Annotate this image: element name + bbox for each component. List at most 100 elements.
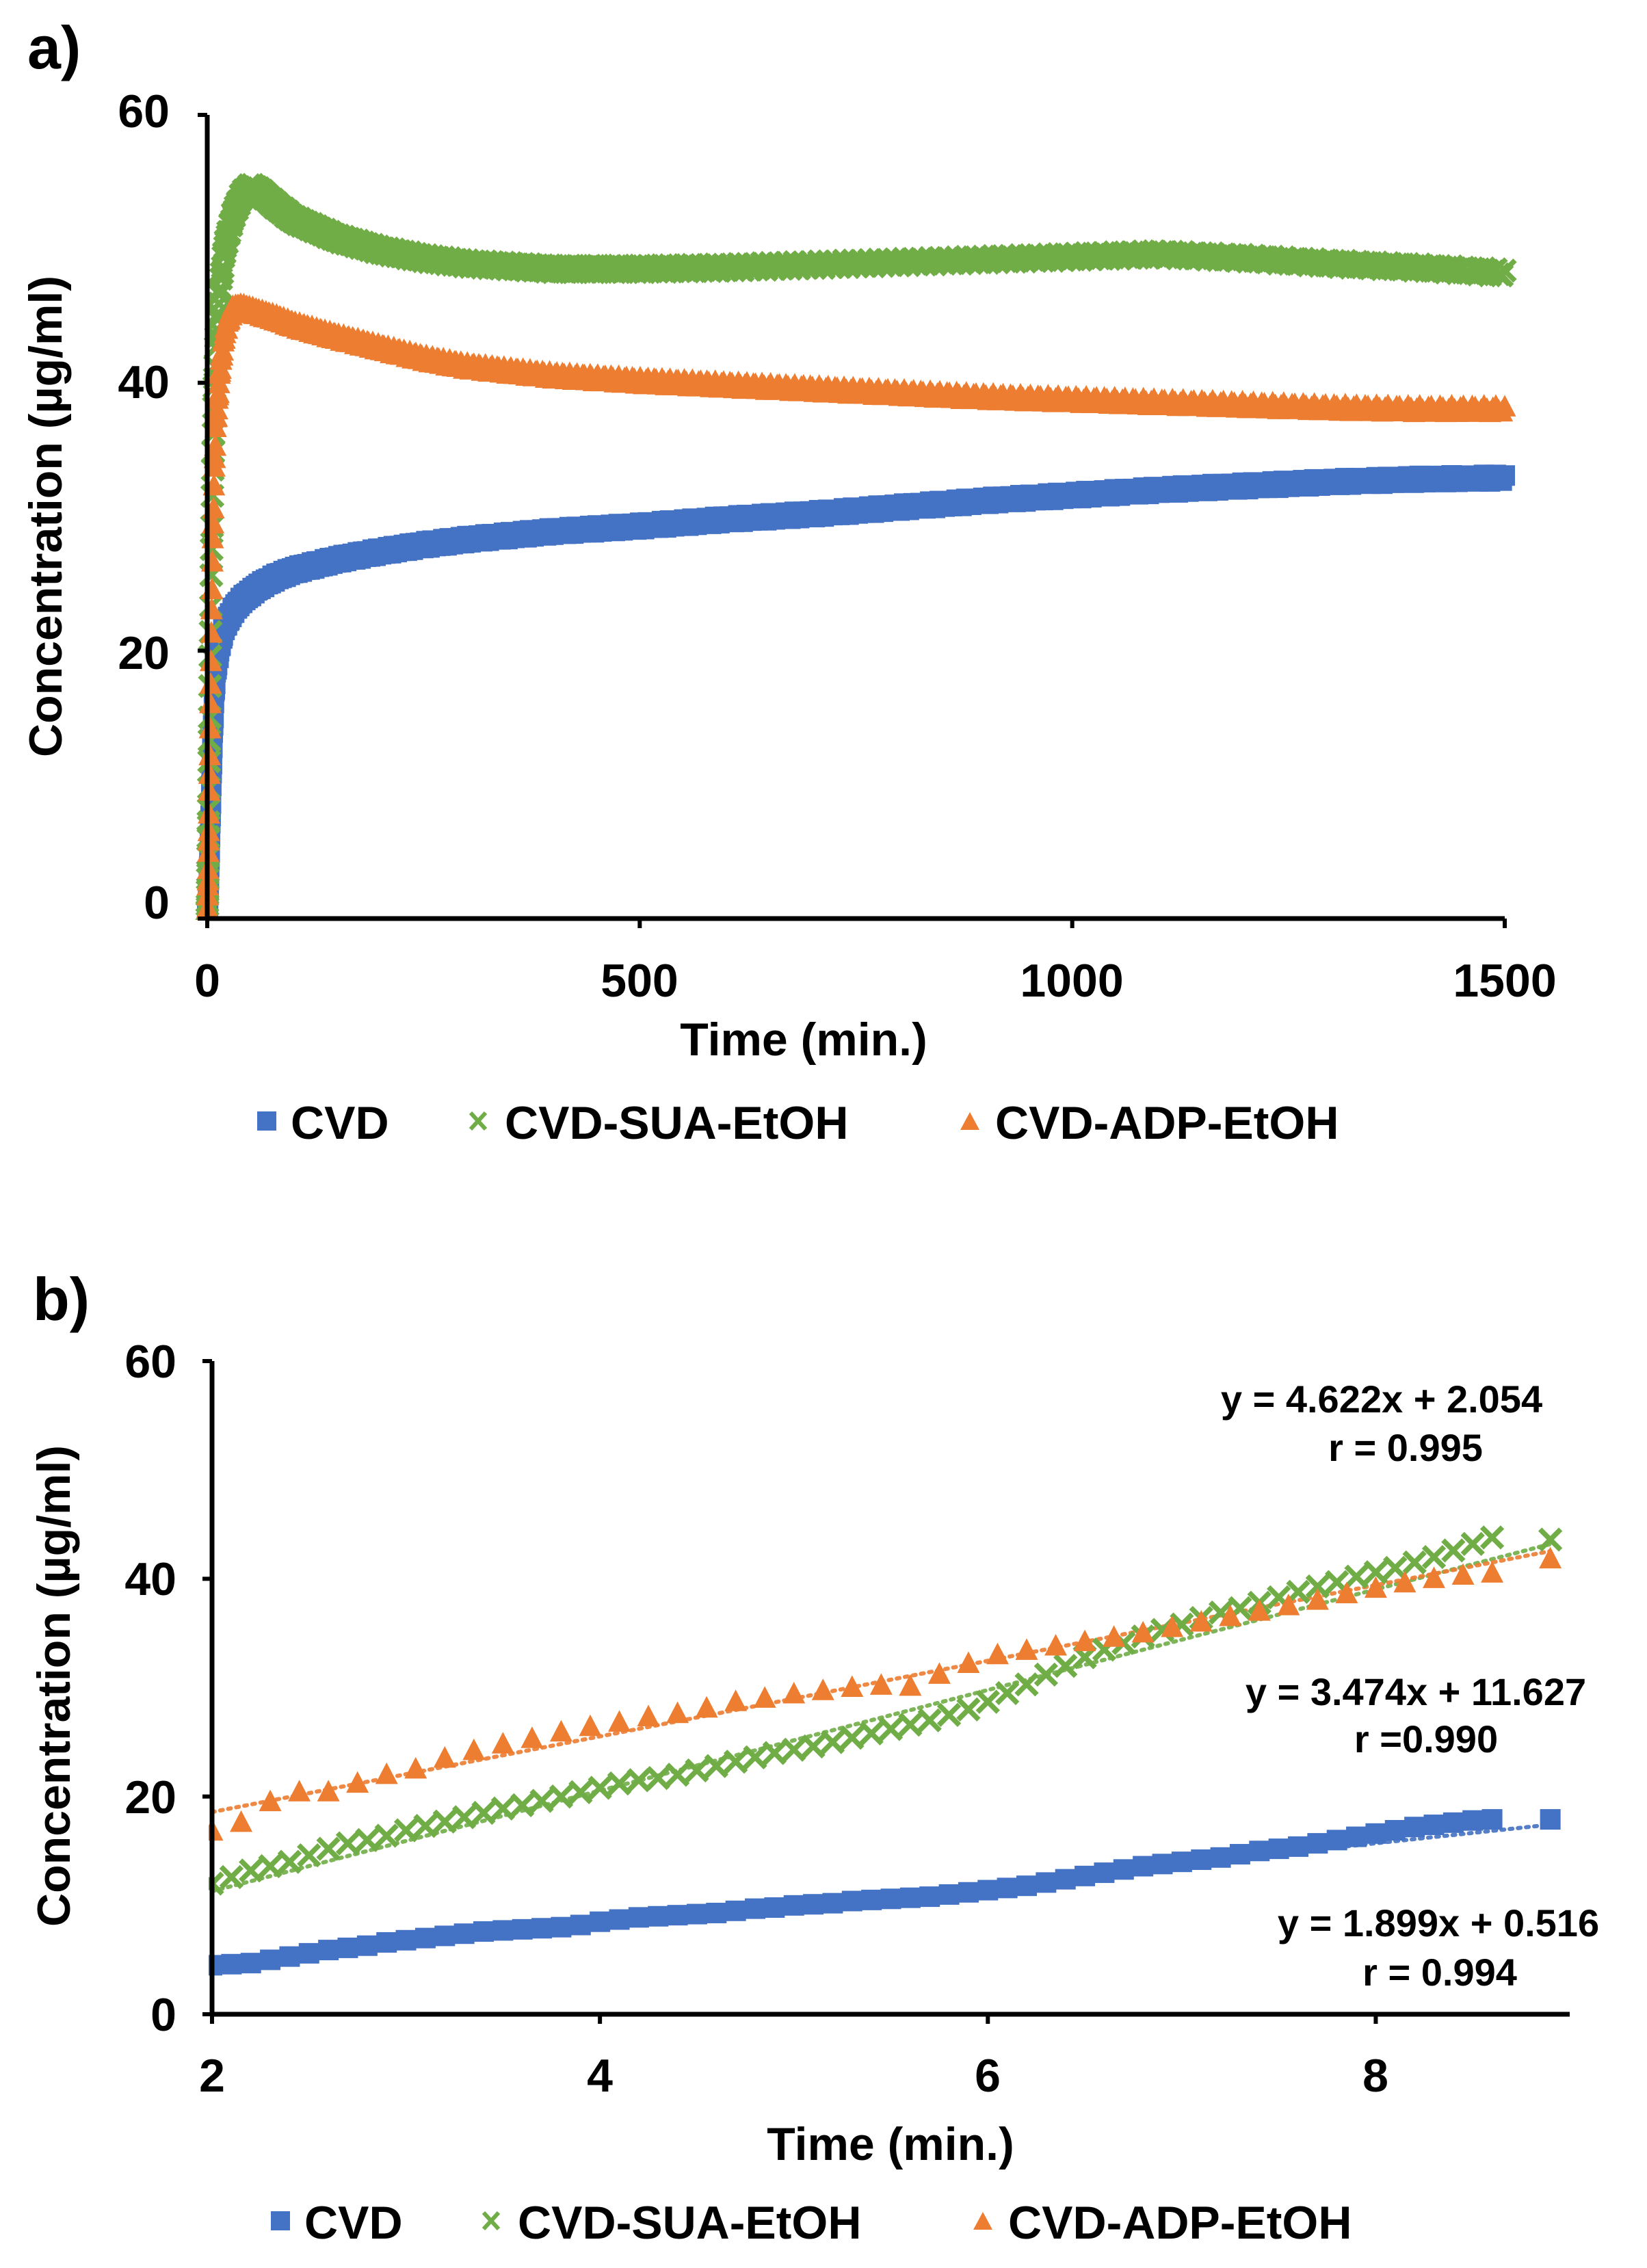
data-point-CVD [628, 1907, 649, 1928]
data-point-CVD-ADP-EtOH [1481, 1561, 1504, 1583]
data-point-CVD [1481, 1809, 1503, 1830]
cvd-r-label: r = 0.994 [1362, 1951, 1517, 1994]
data-point-CVD-SUA-EtOH [588, 1776, 612, 1800]
data-point-CVD-ADP-EtOH [491, 1732, 514, 1754]
data-point-CVD [1462, 1810, 1484, 1831]
legend-x-icon [482, 2211, 501, 2231]
data-point-CVD [240, 1953, 261, 1974]
data-point-CVD [880, 1888, 901, 1910]
data-point-CVD [1210, 1847, 1231, 1868]
data-point-CVD [1152, 1854, 1173, 1875]
legend-label-sua: CVD-SUA-EtOH [505, 1097, 848, 1149]
panel-b-legend: CVD CVD-SUA-EtOH CVD-ADP-EtOH [271, 2197, 1352, 2249]
data-point-CVD-ADP-EtOH [608, 1710, 631, 1732]
series-CVD [197, 464, 1515, 920]
data-point-CVD [899, 1887, 921, 1908]
series-CVD-ADP-EtOH [209, 1546, 1562, 1841]
data-point-CVD-ADP-EtOH [433, 1745, 456, 1768]
data-point-CVD-SUA-EtOH [432, 1809, 457, 1834]
series-CVD [209, 1809, 1561, 1976]
data-point-CVD-SUA-EtOH [258, 1854, 282, 1879]
data-point-CVD-SUA-EtOH [355, 1828, 380, 1852]
data-point-CVD-ADP-EtOH [1539, 1546, 1562, 1569]
data-point-CVD [1365, 1823, 1386, 1844]
data-point-CVD-SUA-EtOH [490, 1796, 516, 1821]
data-point-CVD-SUA-EtOH [568, 1780, 593, 1804]
data-point-CVD [822, 1893, 843, 1914]
legend-label-adp: CVD-ADP-EtOH [1008, 2197, 1352, 2249]
data-point-CVD-SUA-EtOH [1053, 1654, 1078, 1678]
data-point-CVD-SUA-EtOH [743, 1745, 767, 1770]
data-point-CVD [648, 1906, 669, 1927]
legend-label-cvd: CVD [304, 2197, 403, 2249]
y-tick-label: 60 [118, 85, 170, 137]
panel-a: a) 0 60 40 20 0 500 1000 1500 Time (min.… [20, 14, 1557, 1149]
data-point-CVD [1075, 1865, 1096, 1886]
data-point-CVD [609, 1909, 630, 1930]
data-point-CVD [1423, 1815, 1445, 1836]
data-point-CVD-ADP-EtOH [1015, 1638, 1038, 1660]
data-point-CVD [551, 1916, 572, 1938]
data-point-CVD [473, 1921, 494, 1942]
data-point-CVD-ADP-EtOH [198, 743, 222, 765]
legend-label-sua: CVD-SUA-EtOH [518, 2197, 861, 2249]
data-point-CVD-ADP-EtOH [811, 1678, 834, 1700]
data-point-CVD-ADP-EtOH [579, 1714, 602, 1737]
x-tick-label: 1500 [1453, 955, 1556, 1007]
data-point-CVD-ADP-EtOH [753, 1686, 776, 1708]
legend-triangle-icon [973, 2212, 992, 2230]
data-point-CVD-SUA-EtOH [994, 1680, 1020, 1706]
data-point-CVD-SUA-EtOH [1492, 258, 1517, 283]
data-point-CVD [1384, 1820, 1406, 1841]
data-point-CVD-SUA-EtOH [801, 1734, 826, 1759]
panel-a-y-axis-title: Concentration (µg/ml) [20, 276, 72, 757]
data-point-CVD-ADP-EtOH [899, 1674, 922, 1696]
data-point-CVD [453, 1923, 475, 1944]
panel-b-ticks [202, 1359, 1378, 2024]
data-point-CVD [1036, 1872, 1057, 1893]
sua-equation-label: y = 4.622x + 2.054 [1221, 1377, 1542, 1421]
data-point-CVD [1307, 1833, 1328, 1854]
data-point-CVD [745, 1898, 765, 1919]
data-point-CVD-SUA-EtOH [956, 1697, 981, 1722]
data-point-CVD-ADP-EtOH [1161, 1615, 1184, 1637]
x-tick-label: 8 [1362, 2050, 1388, 2102]
data-point-CVD-ADP-EtOH [521, 1726, 544, 1748]
legend-square-icon [271, 2211, 290, 2230]
data-point-CVD [1288, 1836, 1308, 1857]
x-tick-label: 2 [199, 2050, 225, 2102]
data-point-CVD-SUA-EtOH [1014, 1672, 1039, 1697]
data-point-CVD-ADP-EtOH [637, 1704, 660, 1726]
data-point-CVD-SUA-EtOH [859, 1721, 884, 1746]
adp-equation-label: y = 3.474x + 11.627 [1246, 1670, 1586, 1713]
data-point-CVD-ADP-EtOH [695, 1696, 718, 1718]
data-point-CVD [590, 1911, 611, 1932]
panel-a-x-axis-title: Time (min.) [680, 1014, 927, 1066]
x-tick-label: 1000 [1020, 955, 1123, 1007]
data-point-CVD-ADP-EtOH [1393, 1570, 1417, 1593]
data-point-CVD-SUA-EtOH [239, 1858, 263, 1883]
adp-r-label: r =0.990 [1354, 1717, 1498, 1761]
data-point-CVD-SUA-EtOH [762, 1741, 787, 1765]
data-point-CVD-ADP-EtOH [1277, 1594, 1300, 1616]
data-point-CVD [861, 1889, 882, 1910]
data-point-CVD-SUA-EtOH [393, 1818, 419, 1843]
legend-square-icon [257, 1111, 276, 1131]
data-point-CVD-ADP-EtOH [1073, 1629, 1096, 1652]
data-point-CVD [1094, 1862, 1115, 1884]
data-point-CVD-ADP-EtOH [346, 1771, 369, 1793]
data-point-CVD-SUA-EtOH [627, 1768, 651, 1793]
data-point-CVD [997, 1877, 1018, 1899]
panel-b-y-axis-title: Concentration (µg/ml) [28, 1445, 80, 1927]
data-point-CVD-SUA-EtOH [1402, 1550, 1427, 1575]
panel-a-ticks [198, 113, 1507, 928]
data-point-CVD-SUA-EtOH [1286, 1579, 1310, 1605]
data-point-CVD-ADP-EtOH [1423, 1566, 1445, 1588]
data-point-CVD [1133, 1856, 1154, 1877]
data-point-CVD-SUA-EtOH [704, 1754, 728, 1778]
x-tick-label: 4 [587, 2050, 613, 2102]
data-point-CVD [337, 1937, 358, 1958]
y-tick-label: 20 [118, 627, 170, 679]
data-point-CVD-ADP-EtOH [1189, 1610, 1213, 1632]
y-tick-label: 0 [144, 877, 170, 929]
